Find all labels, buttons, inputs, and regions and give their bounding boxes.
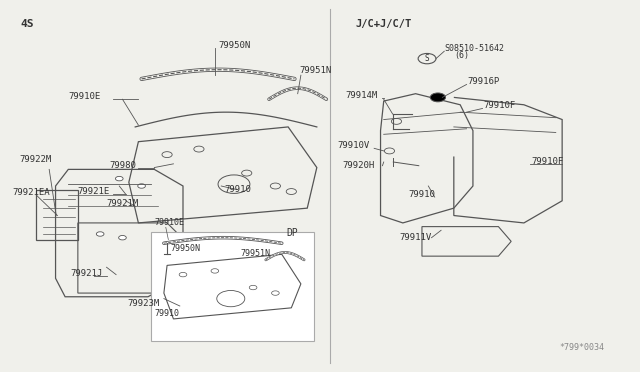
Text: 79910V: 79910V [338,141,370,150]
Text: 79980: 79980 [109,161,136,170]
Text: 79910: 79910 [408,190,435,199]
Circle shape [97,232,104,236]
Text: 79923M: 79923M [127,299,160,308]
Text: 79951N: 79951N [300,66,332,76]
Text: 79910E: 79910E [154,218,184,227]
Text: 79916P: 79916P [468,77,500,86]
Text: 79911V: 79911V [399,232,432,241]
Text: S: S [425,54,429,63]
Text: 79921J: 79921J [70,269,102,279]
Text: 79922M: 79922M [19,155,51,164]
Text: 79950N: 79950N [170,244,200,253]
Text: 79951N: 79951N [241,249,270,258]
Circle shape [115,176,123,181]
Text: 79920H: 79920H [342,161,374,170]
Text: (6): (6) [454,51,469,60]
Text: 4S: 4S [20,19,34,29]
Bar [151,232,314,341]
Text: 79921M: 79921M [106,199,139,208]
Text: DP: DP [286,228,298,238]
Text: 79914M: 79914M [346,92,378,100]
Circle shape [430,93,445,102]
Text: 79910E: 79910E [68,92,100,101]
Text: 79910: 79910 [154,309,179,318]
Text: 79910F: 79910F [532,157,564,166]
Text: 79921E: 79921E [78,187,110,196]
Text: 79910: 79910 [225,185,252,193]
Text: J/C+J/C/T: J/C+J/C/T [355,19,412,29]
Text: 79910F: 79910F [484,102,516,110]
Circle shape [138,184,145,188]
Text: 79921EA: 79921EA [13,188,51,197]
Text: 79950N: 79950N [218,41,250,49]
Circle shape [118,235,126,240]
Text: S08510-51642: S08510-51642 [444,44,504,53]
Text: *799*0034: *799*0034 [559,343,604,352]
